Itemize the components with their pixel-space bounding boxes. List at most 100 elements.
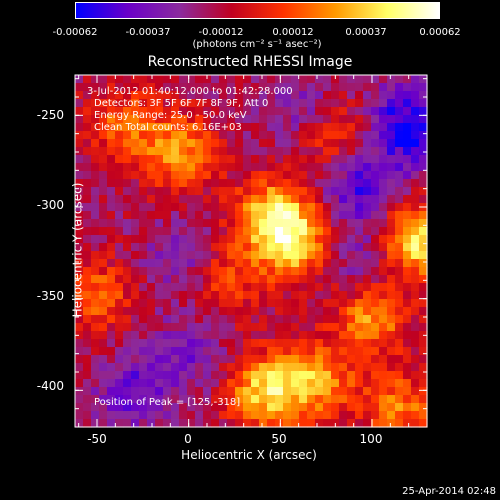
heatmap-cell — [219, 251, 228, 260]
heatmap-cell — [251, 211, 260, 220]
heatmap-cell — [195, 211, 204, 220]
heatmap-cell — [411, 291, 420, 300]
heatmap-cell — [187, 123, 196, 132]
heatmap-cell — [219, 139, 228, 148]
heatmap-cell — [275, 403, 284, 412]
heatmap-cell — [251, 123, 260, 132]
heatmap-cell — [299, 307, 308, 316]
heatmap-cell — [91, 203, 100, 212]
heatmap-cell — [243, 331, 252, 340]
heatmap-cell — [331, 219, 340, 228]
heatmap-cell — [259, 339, 268, 348]
heatmap-cell — [379, 99, 388, 108]
heatmap-cell — [171, 131, 180, 140]
axis-ticks — [75, 75, 428, 428]
heatmap-cell — [195, 75, 204, 84]
heatmap-cell — [123, 179, 132, 188]
heatmap-cell — [179, 267, 188, 276]
heatmap-cell — [267, 243, 276, 252]
heatmap-cell — [339, 243, 348, 252]
heatmap-cell — [107, 115, 116, 124]
heatmap-cell — [331, 363, 340, 372]
heatmap-cell — [419, 131, 428, 140]
heatmap-cell — [179, 347, 188, 356]
heatmap-cell — [99, 123, 108, 132]
heatmap-cell — [259, 155, 268, 164]
heatmap-cell — [107, 331, 116, 340]
heatmap-cell — [395, 203, 404, 212]
heatmap-cell — [275, 115, 284, 124]
heatmap-cell — [83, 379, 92, 388]
heatmap-cell — [331, 107, 340, 116]
heatmap-cell — [363, 299, 372, 308]
heatmap-cell — [411, 115, 420, 124]
heatmap-cell — [315, 403, 324, 412]
heatmap-cell — [395, 171, 404, 180]
heatmap-cell — [99, 131, 108, 140]
heatmap-cell — [291, 91, 300, 100]
heatmap-cell — [395, 139, 404, 148]
heatmap-cell — [219, 307, 228, 316]
heatmap-cell — [275, 315, 284, 324]
heatmap-cell — [419, 219, 428, 228]
heatmap-cell — [267, 323, 276, 332]
heatmap-cell — [139, 307, 148, 316]
heatmap-cell — [147, 243, 156, 252]
heatmap-cell — [219, 83, 228, 92]
heatmap-cell — [75, 307, 84, 316]
heatmap-cell — [339, 283, 348, 292]
heatmap-cell — [163, 259, 172, 268]
heatmap-cell — [195, 347, 204, 356]
heatmap-cell — [251, 83, 260, 92]
heatmap-cell — [123, 187, 132, 196]
heatmap-cell — [115, 147, 124, 156]
heatmap-cell — [179, 331, 188, 340]
heatmap-cell — [411, 91, 420, 100]
heatmap-cell — [171, 355, 180, 364]
heatmap-cell — [419, 267, 428, 276]
heatmap-cell — [219, 379, 228, 388]
heatmap-cell — [243, 115, 252, 124]
heatmap-cell — [347, 315, 356, 324]
heatmap-cell — [203, 163, 212, 172]
heatmap-cell — [387, 355, 396, 364]
heatmap-cell — [179, 227, 188, 236]
heatmap-cell — [403, 363, 412, 372]
heatmap-cell — [219, 163, 228, 172]
heatmap-cell — [235, 299, 244, 308]
heatmap-cell — [387, 411, 396, 420]
heatmap-cell — [219, 315, 228, 324]
heatmap-cell — [131, 107, 140, 116]
heatmap-cell — [251, 139, 260, 148]
heatmap-cell — [403, 307, 412, 316]
heatmap-cell — [347, 75, 356, 84]
heatmap-cell — [91, 355, 100, 364]
heatmap-cell — [307, 83, 316, 92]
heatmap-cell — [83, 243, 92, 252]
heatmap-cell — [395, 187, 404, 196]
heatmap-cell — [219, 123, 228, 132]
heatmap-cell — [387, 371, 396, 380]
heatmap-cell — [211, 267, 220, 276]
heatmap-cell — [299, 283, 308, 292]
heatmap-cell — [291, 99, 300, 108]
heatmap-cell — [171, 403, 180, 412]
heatmap-cell — [91, 395, 100, 404]
heatmap-cell — [195, 403, 204, 412]
heatmap-cell — [379, 331, 388, 340]
heatmap-cell — [195, 307, 204, 316]
heatmap-cell — [243, 187, 252, 196]
heatmap-cell — [91, 411, 100, 420]
heatmap-cell — [339, 419, 348, 428]
heatmap-cell — [163, 211, 172, 220]
heatmap-cell — [83, 115, 92, 124]
heatmap-cell — [403, 195, 412, 204]
heatmap-cell — [227, 299, 236, 308]
heatmap-cell — [299, 163, 308, 172]
heatmap-cell — [203, 139, 212, 148]
heatmap-cell — [379, 195, 388, 204]
heatmap-cell — [283, 155, 292, 164]
heatmap-cell — [379, 91, 388, 100]
heatmap-cell — [299, 291, 308, 300]
x-tick-label: 50 — [271, 432, 287, 446]
